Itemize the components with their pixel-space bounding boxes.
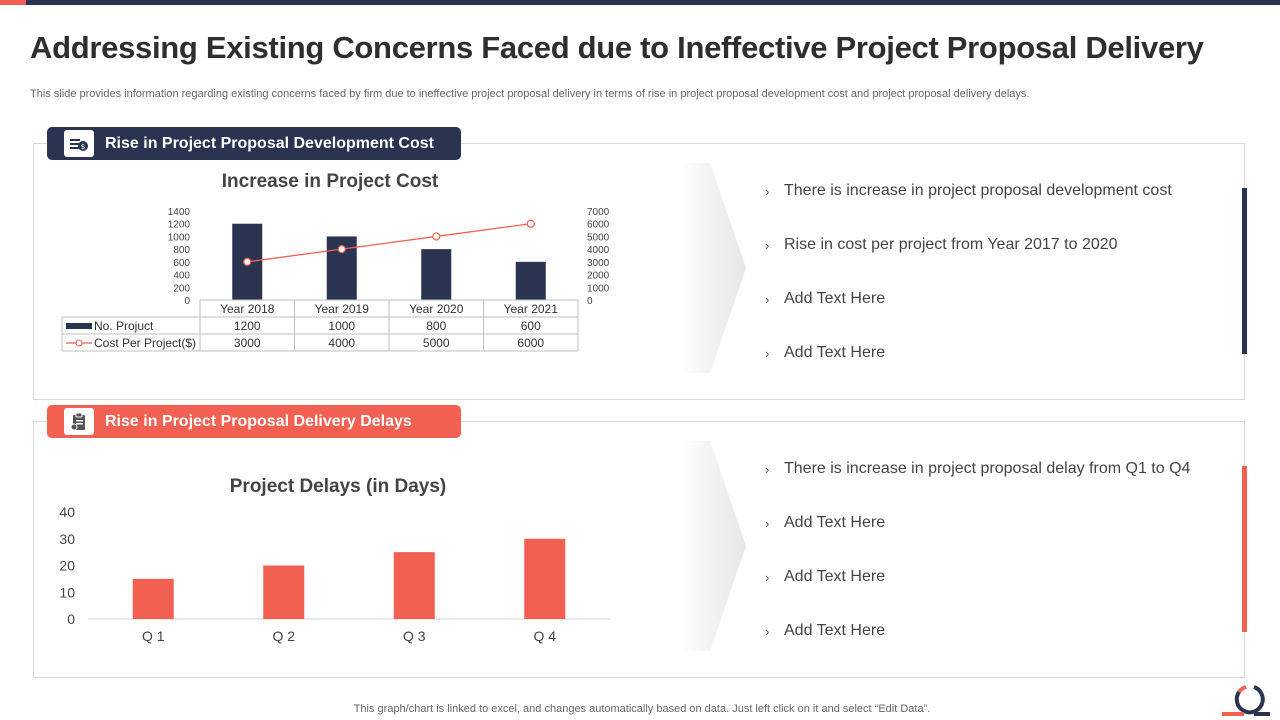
bullet-item: › Rise in cost per project from Year 2017… — [765, 236, 1118, 253]
chevron-right-icon: › — [765, 623, 770, 639]
bar — [132, 578, 174, 619]
chevron-right-icon: › — [765, 183, 770, 199]
chart-title: Increase in Project Cost — [222, 171, 439, 192]
y-left-tick-label: 1200 — [168, 220, 191, 231]
table-value: 6000 — [517, 336, 544, 350]
y-right-tick-label: 5000 — [587, 232, 610, 243]
bar — [515, 261, 546, 300]
line-series — [247, 223, 531, 263]
bullet-item: › Add Text Here — [765, 344, 886, 361]
category-label: Year 2021 — [504, 302, 559, 316]
money-stack-icon: $ — [64, 130, 94, 157]
y-right-tick-label: 7000 — [587, 207, 610, 218]
y-left-tick-label: 0 — [184, 296, 190, 307]
delay-bullets: › There is increase in project proposal d… — [765, 459, 1190, 641]
category-label: Year 2019 — [315, 302, 370, 316]
table-value: 1000 — [328, 319, 355, 333]
top-bar — [0, 0, 1280, 5]
y-right-tick-label: 2000 — [587, 271, 610, 282]
line-point — [243, 257, 252, 266]
table-value: 1200 — [234, 319, 261, 333]
chevron-divider-2 — [680, 441, 746, 651]
bullet-item: › Add Text Here — [765, 290, 886, 307]
y-tick-label: 40 — [59, 504, 75, 520]
project-delays-chart: Project Delays (in Days) 0 10 20 30 40 Q 1 Q 2 Q… — [59, 476, 610, 644]
bar — [393, 552, 435, 619]
table-value: 600 — [521, 319, 541, 333]
category-label: Q 1 — [142, 628, 165, 644]
y-tick-label: 0 — [67, 611, 75, 627]
bar — [263, 565, 305, 619]
y-left-tick-label: 800 — [173, 245, 190, 256]
slide-title: Addressing Existing Concerns Faced due t… — [30, 30, 1204, 65]
line-point — [432, 232, 441, 241]
y-right-tick-label: 0 — [587, 296, 593, 307]
category-label: Q 3 — [403, 628, 426, 644]
chevron-right-icon: › — [765, 515, 770, 531]
bullet-item: › There is increase in project proposal d… — [765, 182, 1172, 199]
y-tick-label: 10 — [59, 584, 75, 600]
bar — [421, 249, 452, 300]
bullet-item: › There is increase in project proposal d… — [765, 460, 1191, 477]
footer-note: This graph/chart is linked to excel, and… — [353, 703, 931, 715]
y-left-tick-label: 1000 — [168, 232, 191, 243]
category-label: Year 2020 — [409, 302, 464, 316]
y-right-tick-label: 1000 — [587, 283, 610, 294]
top-accent — [0, 0, 26, 5]
table-value: 800 — [426, 319, 446, 333]
category-label: Q 4 — [533, 628, 556, 644]
chart-title: Project Delays (in Days) — [230, 476, 446, 497]
legend-swatch-bar — [66, 323, 92, 329]
section-header-delay: Rise in Project Proposal Delivery Delays — [47, 405, 461, 438]
line-point — [337, 245, 346, 254]
y-right-tick-label: 6000 — [587, 220, 610, 231]
svg-text:$: $ — [81, 143, 85, 151]
accent-bar-delay — [1242, 466, 1247, 632]
bar — [524, 538, 566, 619]
accent-bar-cost — [1242, 188, 1247, 354]
section-label-delay: Rise in Project Proposal Delivery Delays — [105, 412, 412, 430]
chevron-right-icon: › — [765, 291, 770, 307]
category-label: Q 2 — [272, 628, 295, 644]
y-left-tick-label: 400 — [173, 271, 190, 282]
y-left-tick-label: 200 — [173, 283, 190, 294]
bullet-item: › Add Text Here — [765, 622, 886, 639]
legend-label: Cost Per Project($) — [94, 336, 196, 350]
y-tick-label: 20 — [59, 558, 75, 574]
delay-panel — [33, 421, 1245, 678]
category-label: Year 2018 — [220, 302, 275, 316]
legend-label: No. Projuct — [94, 319, 154, 333]
section-header-cost: $ Rise in Project Proposal Development C… — [47, 127, 461, 160]
table-value: 4000 — [328, 336, 355, 350]
bullet-item: › Add Text Here — [765, 514, 886, 531]
section-label-cost: Rise in Project Proposal Development Cos… — [105, 134, 434, 152]
chevron-divider-1 — [680, 163, 746, 373]
y-right-tick-label: 4000 — [587, 245, 610, 256]
legend-swatch-point — [75, 339, 83, 347]
y-right-tick-label: 3000 — [587, 258, 610, 269]
y-left-tick-label: 600 — [173, 258, 190, 269]
slide-subtitle: This slide provides information regardin… — [30, 88, 1030, 100]
clipboard-gear-icon — [64, 408, 94, 435]
cost-bullets: › There is increase in project proposal d… — [765, 181, 1172, 363]
chevron-right-icon: › — [765, 237, 770, 253]
y-tick-label: 30 — [59, 531, 75, 547]
chevron-right-icon: › — [765, 345, 770, 361]
table-value: 3000 — [234, 336, 261, 350]
y-left-tick-label: 1400 — [168, 207, 191, 218]
chevron-right-icon: › — [765, 461, 770, 477]
brand-logo-icon — [1222, 685, 1270, 716]
table-value: 5000 — [423, 336, 450, 350]
chevron-right-icon: › — [765, 569, 770, 585]
bullet-item: › Add Text Here — [765, 568, 886, 585]
line-point — [526, 219, 535, 228]
